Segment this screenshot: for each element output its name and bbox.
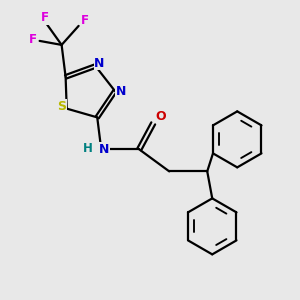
Text: N: N: [99, 143, 110, 156]
Text: N: N: [116, 85, 126, 98]
Text: O: O: [155, 110, 166, 123]
Text: F: F: [28, 33, 37, 46]
Text: S: S: [57, 100, 66, 113]
Text: N: N: [94, 56, 105, 70]
Text: F: F: [81, 14, 88, 27]
Text: F: F: [40, 11, 49, 24]
Text: H: H: [83, 142, 93, 155]
